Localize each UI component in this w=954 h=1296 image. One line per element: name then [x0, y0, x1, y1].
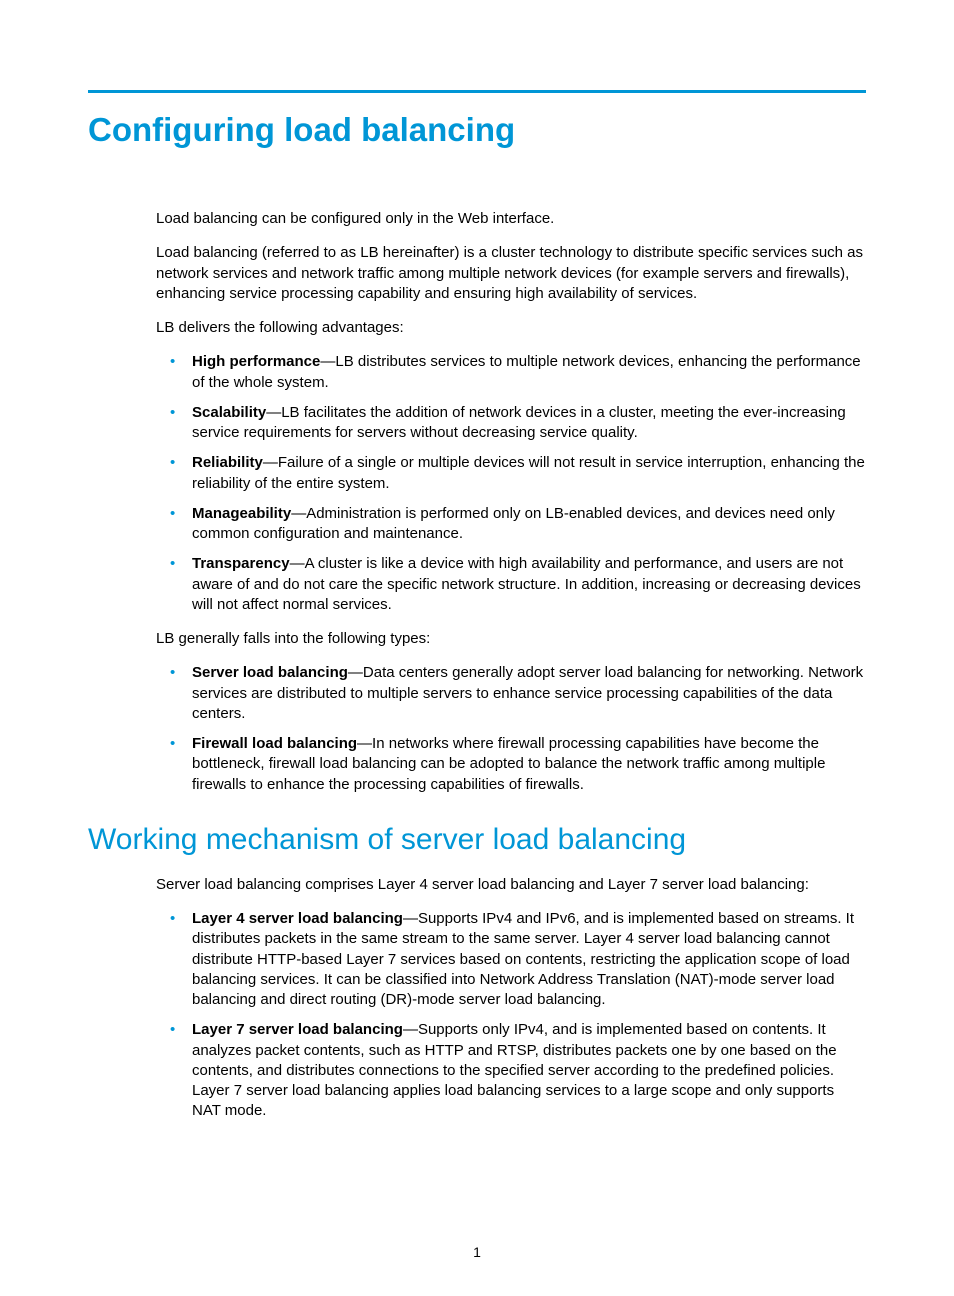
desc: —A cluster is like a device with high av… — [192, 555, 861, 613]
page: Configuring load balancing Load balancin… — [0, 0, 954, 1296]
page-number: 1 — [0, 1244, 954, 1260]
section2-intro: Server load balancing comprises Layer 4 … — [156, 875, 866, 895]
list-item: Layer 7 server load balancing—Supports o… — [156, 1020, 866, 1121]
top-rule — [88, 90, 866, 93]
list-item: Transparency—A cluster is like a device … — [156, 554, 866, 615]
page-title: Configuring load balancing — [88, 111, 866, 149]
term: Firewall load balancing — [192, 735, 357, 752]
list-item: Firewall load balancing—In networks wher… — [156, 734, 866, 795]
types-list: Server load balancing—Data centers gener… — [156, 663, 866, 795]
body-block-2: Server load balancing comprises Layer 4 … — [156, 875, 866, 1122]
term: Scalability — [192, 404, 266, 421]
section-title: Working mechanism of server load balanci… — [88, 823, 866, 857]
intro-para-3: LB delivers the following advantages: — [156, 318, 866, 338]
intro-para-1: Load balancing can be configured only in… — [156, 209, 866, 229]
term: Layer 7 server load balancing — [192, 1021, 403, 1038]
list-item: Manageability—Administration is performe… — [156, 504, 866, 545]
list-item: Server load balancing—Data centers gener… — [156, 663, 866, 724]
term: Transparency — [192, 555, 290, 572]
layers-list: Layer 4 server load balancing—Supports I… — [156, 909, 866, 1122]
term: Reliability — [192, 454, 263, 471]
term: Layer 4 server load balancing — [192, 910, 403, 927]
list-item: Scalability—LB facilitates the addition … — [156, 403, 866, 444]
desc: —LB facilitates the addition of network … — [192, 404, 846, 441]
list-item: High performance—LB distributes services… — [156, 352, 866, 393]
desc: —Failure of a single or multiple devices… — [192, 454, 865, 491]
list-item: Layer 4 server load balancing—Supports I… — [156, 909, 866, 1010]
types-intro: LB generally falls into the following ty… — [156, 629, 866, 649]
intro-para-2: Load balancing (referred to as LB herein… — [156, 243, 866, 304]
advantages-list: High performance—LB distributes services… — [156, 352, 866, 615]
term: High performance — [192, 353, 320, 370]
body-block-1: Load balancing can be configured only in… — [156, 209, 866, 795]
term: Server load balancing — [192, 664, 348, 681]
term: Manageability — [192, 505, 291, 522]
list-item: Reliability—Failure of a single or multi… — [156, 453, 866, 494]
